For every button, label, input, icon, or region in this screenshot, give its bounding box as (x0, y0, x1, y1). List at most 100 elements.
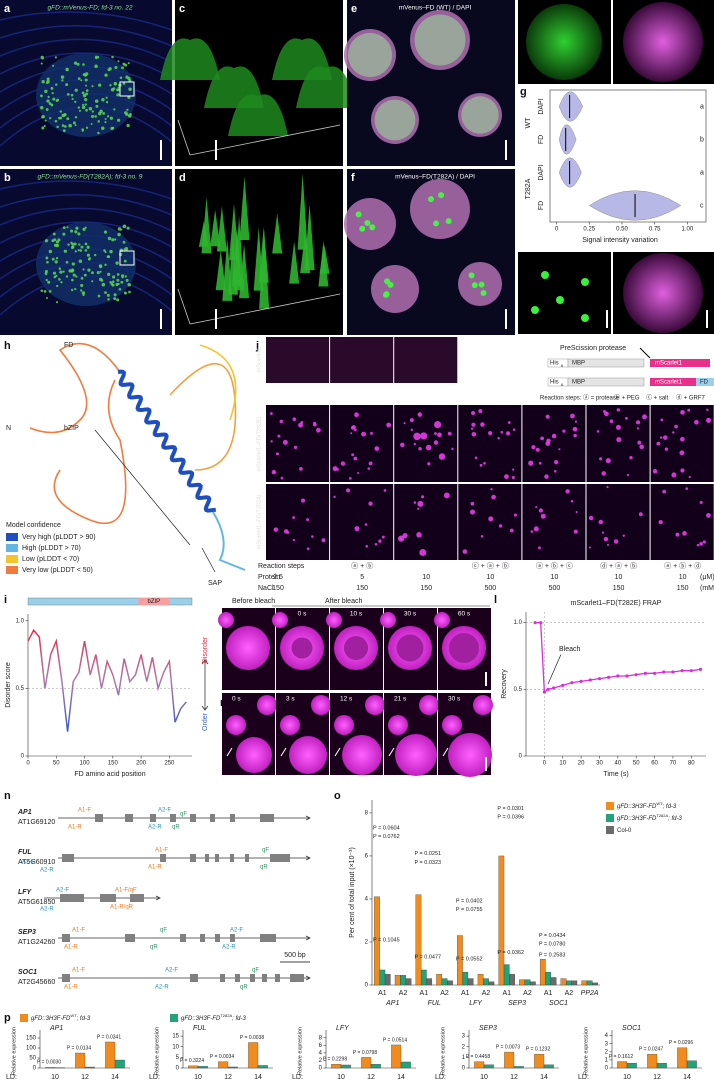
x-tick-label: 12 (510, 1074, 518, 1081)
y-tick-label: 0 (462, 1066, 466, 1072)
legend-label: Very low (pLDDT < 50) (22, 567, 93, 574)
surface-peak (318, 240, 329, 287)
group-label: PP2A (581, 990, 599, 997)
blob (74, 100, 77, 103)
inset-box (119, 81, 135, 97)
blob (500, 430, 504, 434)
blob (685, 487, 689, 491)
steps-legend: ⓓ + GRF7 (676, 394, 706, 402)
x-axis-label: LD: (578, 1074, 589, 1081)
blob (70, 288, 74, 292)
blob (351, 425, 356, 430)
blob (553, 470, 557, 473)
blob (480, 535, 484, 538)
x-tick-label: 0.25 (583, 227, 595, 233)
y-tick-label: 8 (365, 810, 369, 816)
blob (78, 243, 81, 246)
legend-label: gFD::3H3F-FDT282A; fd-3 (181, 1013, 246, 1022)
blob (113, 297, 117, 301)
blob (45, 108, 49, 111)
blob (97, 83, 102, 87)
panel-label: n (4, 790, 11, 802)
schematic-label: MBP (572, 380, 585, 386)
bar (114, 1059, 125, 1069)
bar (474, 1061, 485, 1069)
row-label: mScarlet1–FD(T282E) (256, 416, 262, 471)
frap-point (671, 670, 675, 674)
blob (53, 238, 57, 242)
blob (471, 422, 476, 427)
blob (416, 532, 422, 538)
blob (56, 284, 59, 288)
blob (43, 290, 47, 293)
group-label: AP1 (385, 1000, 399, 1007)
blob (427, 462, 431, 466)
p-value: P = 0.0762 (373, 834, 400, 840)
blob (103, 249, 106, 252)
violin (558, 124, 577, 155)
blob (636, 427, 640, 430)
x-tick-label: A2 (565, 990, 574, 997)
frap-point (689, 669, 693, 673)
primer-label: A1-R/qR (110, 905, 134, 911)
exon (230, 854, 234, 862)
p-value: P = 0.0034 (210, 1054, 234, 1060)
p-value: P = 0.2298 (323, 1057, 347, 1063)
blob (672, 431, 675, 434)
blob (370, 431, 373, 435)
exon (220, 974, 225, 982)
schematic-label: His (550, 361, 559, 367)
blob (613, 539, 619, 544)
blob (639, 444, 645, 450)
legend-swatch (20, 1014, 28, 1022)
p-value: P = 0.0296 (669, 1040, 693, 1046)
legend-label: gFD::3H3F-FDWT; fd-3 (617, 801, 677, 810)
droplet (236, 737, 272, 773)
blob (545, 414, 550, 419)
legend-text: gFD::3H3F-FD (617, 816, 657, 822)
coil (29, 342, 121, 434)
blob (48, 290, 52, 293)
blob (438, 453, 446, 460)
blob (470, 427, 474, 430)
blob (121, 66, 125, 70)
table-unit: (mM) (700, 585, 714, 592)
blob (638, 512, 643, 517)
blob (659, 436, 663, 439)
blob (94, 64, 98, 69)
droplet (419, 695, 439, 715)
y-tick-label: 5 (176, 1055, 180, 1061)
p-value: P = 0.0301 (497, 806, 524, 812)
y-tick-label: 2 (319, 1058, 323, 1064)
blob (77, 232, 81, 236)
x-tick-label: 12 (81, 1074, 89, 1081)
time-label: 10 s (350, 611, 363, 618)
y-tick-label: 15 (172, 1034, 179, 1040)
blob (65, 260, 69, 264)
chart-title: SOC1 (622, 1025, 641, 1032)
bar (539, 959, 546, 986)
blob (353, 428, 357, 432)
bar (524, 979, 531, 986)
x-tick-label: 100 (80, 761, 91, 767)
table-cell: 10 (486, 574, 494, 581)
blob (107, 298, 110, 301)
blob (399, 537, 403, 540)
y-tick-label: 0 (319, 1066, 323, 1072)
y-tick-label: 4 (319, 1050, 323, 1056)
bar (415, 894, 422, 986)
droplet (272, 612, 288, 628)
blob (106, 293, 110, 297)
surface-peak (215, 250, 226, 291)
blob (437, 432, 442, 438)
micrograph (522, 484, 586, 560)
primer-label: A2-F (56, 888, 69, 894)
bar (188, 1065, 199, 1069)
blob (545, 441, 551, 446)
blob (40, 94, 43, 98)
blob (53, 275, 57, 279)
x-tick-label: 12 (367, 1074, 375, 1081)
blob (409, 418, 414, 423)
x-tick-label: 150 (108, 761, 119, 767)
blob (126, 226, 130, 230)
